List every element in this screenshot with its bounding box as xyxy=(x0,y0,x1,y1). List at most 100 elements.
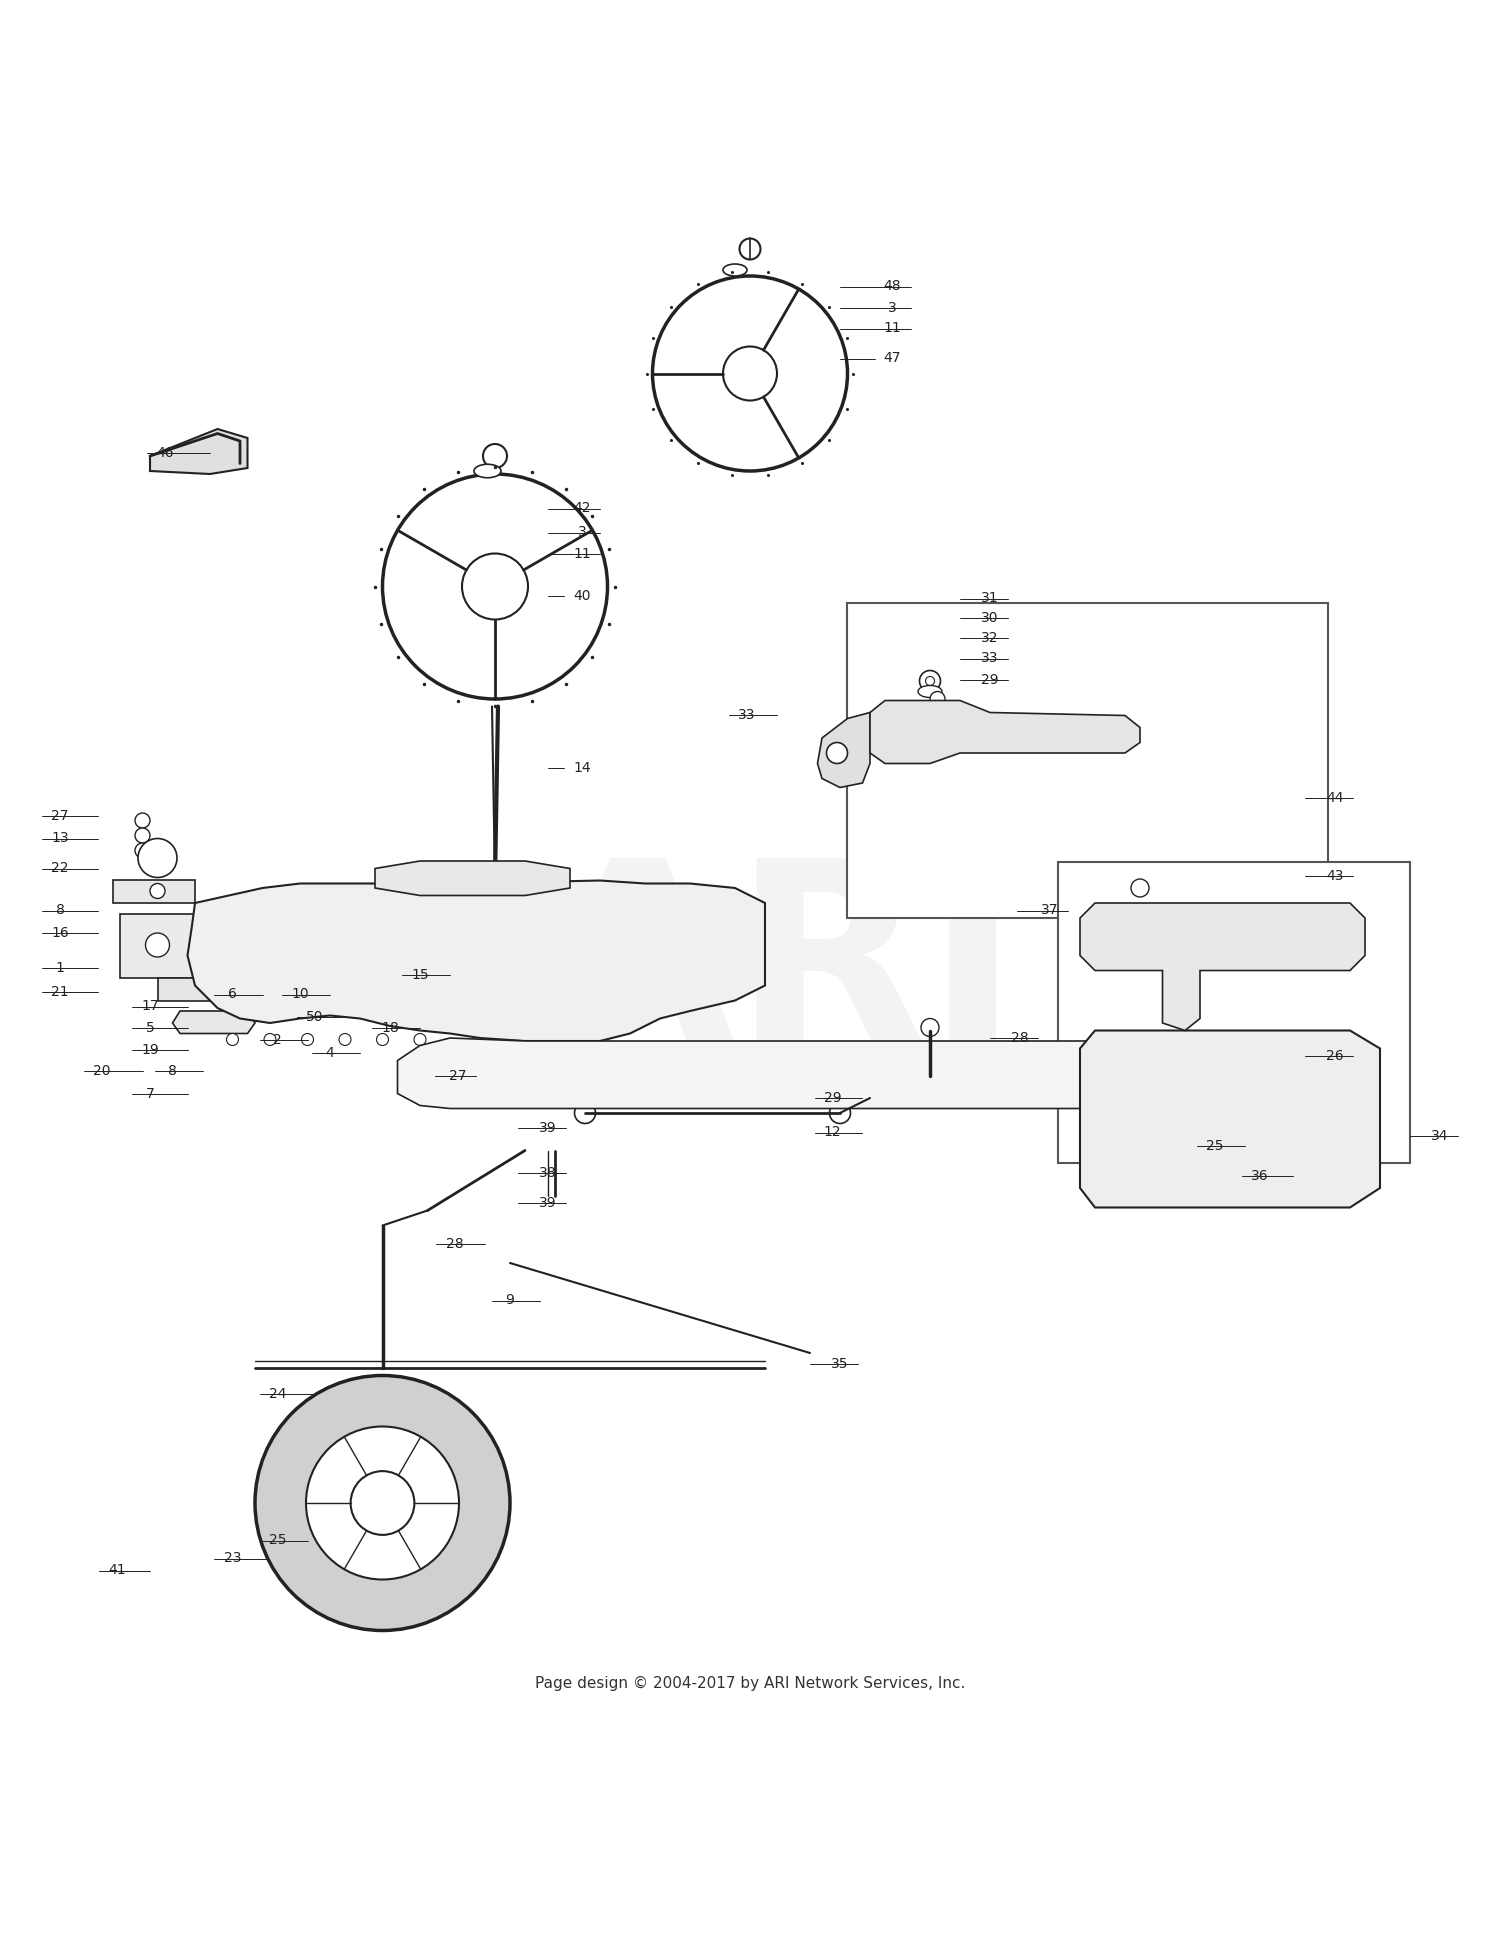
Text: 47: 47 xyxy=(884,351,902,365)
Circle shape xyxy=(1245,1106,1275,1135)
Text: 31: 31 xyxy=(981,592,999,606)
FancyBboxPatch shape xyxy=(819,1062,862,1083)
Circle shape xyxy=(138,839,177,877)
Text: 22: 22 xyxy=(51,862,69,875)
Text: 8: 8 xyxy=(56,903,64,918)
Polygon shape xyxy=(158,978,218,1000)
Circle shape xyxy=(926,677,934,685)
Text: 44: 44 xyxy=(1326,792,1344,806)
Circle shape xyxy=(507,930,543,967)
Text: 30: 30 xyxy=(981,611,999,625)
Circle shape xyxy=(150,883,165,899)
Circle shape xyxy=(226,1033,238,1046)
Text: 32: 32 xyxy=(981,631,999,644)
Ellipse shape xyxy=(918,685,942,697)
Text: 19: 19 xyxy=(141,1042,159,1058)
Circle shape xyxy=(306,1427,459,1580)
Polygon shape xyxy=(172,1011,255,1033)
Circle shape xyxy=(1155,1106,1185,1135)
Polygon shape xyxy=(375,862,570,895)
Text: 28: 28 xyxy=(1011,1031,1029,1044)
Text: 25: 25 xyxy=(1206,1139,1224,1153)
Text: 1: 1 xyxy=(56,961,64,974)
Circle shape xyxy=(285,943,315,974)
Text: 5: 5 xyxy=(146,1021,154,1035)
Circle shape xyxy=(264,1033,276,1046)
FancyBboxPatch shape xyxy=(717,1062,753,1083)
Text: 28: 28 xyxy=(446,1236,464,1250)
Polygon shape xyxy=(398,1038,1305,1108)
Text: 40: 40 xyxy=(573,588,591,602)
Text: 3: 3 xyxy=(578,526,586,540)
Polygon shape xyxy=(112,881,195,903)
Text: 2: 2 xyxy=(273,1033,282,1046)
Ellipse shape xyxy=(723,264,747,276)
Polygon shape xyxy=(120,914,195,978)
Text: 10: 10 xyxy=(291,988,309,1002)
Circle shape xyxy=(236,994,250,1007)
Text: 12: 12 xyxy=(824,1126,842,1139)
Circle shape xyxy=(135,829,150,842)
Text: 8: 8 xyxy=(168,1064,177,1077)
Circle shape xyxy=(339,1033,351,1046)
Circle shape xyxy=(462,553,528,619)
Circle shape xyxy=(921,1019,939,1036)
Text: 16: 16 xyxy=(51,926,69,939)
Text: 29: 29 xyxy=(981,672,999,687)
Polygon shape xyxy=(1080,1031,1380,1207)
Text: 50: 50 xyxy=(306,1009,324,1025)
Text: 3: 3 xyxy=(888,301,897,314)
Polygon shape xyxy=(818,712,870,788)
Text: 7: 7 xyxy=(146,1087,154,1101)
Text: 36: 36 xyxy=(1251,1168,1269,1182)
Text: 13: 13 xyxy=(51,831,69,846)
Circle shape xyxy=(740,239,760,260)
Polygon shape xyxy=(870,701,1140,763)
Text: 42: 42 xyxy=(573,501,591,516)
Text: 11: 11 xyxy=(573,547,591,561)
Text: 18: 18 xyxy=(381,1021,399,1035)
Text: 33: 33 xyxy=(981,652,999,666)
Bar xyxy=(847,604,1328,918)
Text: 4: 4 xyxy=(326,1046,334,1060)
Circle shape xyxy=(483,444,507,468)
Circle shape xyxy=(226,984,238,996)
Text: 37: 37 xyxy=(1041,903,1059,918)
Circle shape xyxy=(1143,1093,1197,1147)
Circle shape xyxy=(827,743,848,763)
Circle shape xyxy=(1233,1093,1287,1147)
FancyBboxPatch shape xyxy=(630,1062,688,1083)
Circle shape xyxy=(921,1069,939,1087)
Bar xyxy=(1058,862,1410,1163)
Text: 25: 25 xyxy=(268,1533,286,1547)
Circle shape xyxy=(920,670,940,691)
Text: 23: 23 xyxy=(224,1551,242,1566)
Circle shape xyxy=(255,1376,510,1630)
Circle shape xyxy=(1131,879,1149,897)
Circle shape xyxy=(414,1033,426,1046)
Circle shape xyxy=(302,1033,313,1046)
Text: 29: 29 xyxy=(824,1091,842,1104)
Circle shape xyxy=(135,842,150,858)
Text: 41: 41 xyxy=(108,1564,126,1578)
Polygon shape xyxy=(1080,903,1365,1031)
Text: 38: 38 xyxy=(538,1167,556,1180)
Text: 20: 20 xyxy=(93,1064,111,1077)
Text: 15: 15 xyxy=(411,969,429,982)
Text: 24: 24 xyxy=(268,1386,286,1401)
Circle shape xyxy=(214,994,230,1007)
Text: 34: 34 xyxy=(1431,1128,1449,1143)
Circle shape xyxy=(135,813,150,829)
Circle shape xyxy=(652,276,847,472)
Text: 11: 11 xyxy=(884,322,902,336)
Text: 9: 9 xyxy=(506,1293,515,1308)
Text: 21: 21 xyxy=(51,984,69,998)
Circle shape xyxy=(376,1033,388,1046)
Text: 43: 43 xyxy=(1326,870,1344,883)
Text: 35: 35 xyxy=(831,1357,849,1370)
Text: 27: 27 xyxy=(51,809,69,823)
Circle shape xyxy=(930,691,945,707)
Text: 27: 27 xyxy=(448,1068,466,1083)
Text: 17: 17 xyxy=(141,1000,159,1013)
Text: 46: 46 xyxy=(156,446,174,460)
